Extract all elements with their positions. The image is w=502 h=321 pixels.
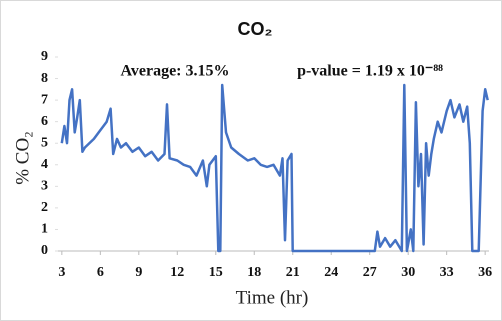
x-axis-label: Time (hr) bbox=[236, 287, 309, 308]
x-tick-label: 36 bbox=[478, 265, 492, 280]
y-tick-label: 0 bbox=[41, 243, 48, 258]
x-tick-label: 3 bbox=[58, 265, 65, 280]
x-tick-label: 9 bbox=[135, 265, 142, 280]
data-line bbox=[60, 83, 489, 253]
y-tick-label: 3 bbox=[41, 179, 48, 194]
x-tick-label: 21 bbox=[286, 265, 300, 280]
x-tick-label: 27 bbox=[363, 265, 377, 280]
x-tick-label: 12 bbox=[170, 265, 184, 280]
x-tick-label: 24 bbox=[324, 265, 338, 280]
y-tick-label: 7 bbox=[41, 92, 48, 107]
y-axis-label: % CO₂ bbox=[12, 131, 33, 185]
y-tick-label: 9 bbox=[41, 49, 48, 64]
x-tick-label: 18 bbox=[247, 265, 261, 280]
y-tick-label: 8 bbox=[41, 71, 48, 86]
x-tick-label: 15 bbox=[209, 265, 223, 280]
y-tick-label: 4 bbox=[41, 157, 48, 172]
annotation: Average: 3.15% bbox=[121, 63, 230, 80]
x-tick-label: 6 bbox=[97, 265, 104, 280]
y-tick-label: 5 bbox=[41, 135, 48, 150]
x-tick-label: 33 bbox=[440, 265, 454, 280]
y-tick-label: 6 bbox=[41, 114, 48, 129]
x-tick-label: 30 bbox=[401, 265, 415, 280]
chart-title: CO₂ bbox=[238, 19, 273, 39]
annotation: p-value = 1.19 x 10⁻⁸⁸ bbox=[297, 63, 443, 80]
y-tick-label: 1 bbox=[41, 222, 48, 237]
y-tick-label: 2 bbox=[41, 200, 48, 215]
